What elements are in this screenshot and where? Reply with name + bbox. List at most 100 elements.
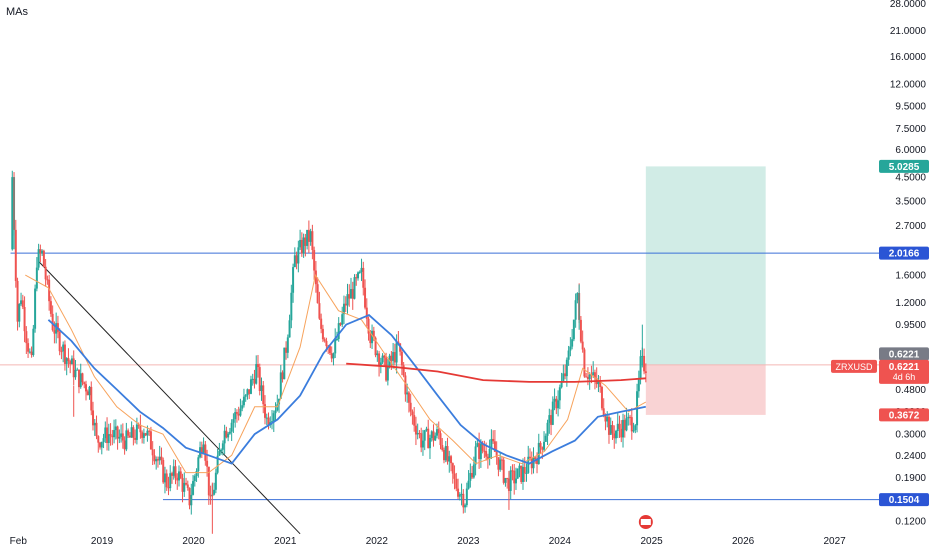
x-tick-label: 2025: [640, 536, 663, 547]
candle-body: [520, 465, 523, 482]
candle-body: [248, 389, 251, 394]
candle-body: [213, 489, 216, 495]
y-tick-label: 4.5000: [895, 172, 926, 183]
candle-body: [114, 426, 117, 431]
candle-body: [132, 427, 135, 438]
candle-body: [599, 381, 602, 387]
candle-body: [18, 304, 21, 322]
candle-body: [471, 472, 474, 478]
candle-body: [65, 358, 68, 364]
candle-body: [397, 341, 400, 344]
candle-body: [616, 423, 619, 432]
candle-body: [106, 427, 109, 443]
candle-body: [630, 417, 633, 432]
y-tick-label: 0.1200: [895, 517, 926, 528]
candle-body: [629, 416, 632, 418]
candle-body: [325, 340, 328, 347]
candle-body: [207, 466, 210, 496]
candle-body: [521, 466, 524, 482]
candle-body: [16, 280, 19, 322]
x-axis: Feb 2019 2020 2021 2022 2023 2024 2025 2026 2027: [10, 536, 846, 547]
candle-body: [227, 433, 230, 438]
candle-body: [339, 323, 342, 325]
candle-body: [457, 488, 460, 497]
candle-body: [234, 412, 237, 420]
y-axis: 28.0000 21.0000 16.0000 12.0000 9.5000 7.5000…: [890, 0, 927, 528]
candle-body: [258, 367, 261, 392]
candle-body: [481, 443, 484, 451]
candle-body: [548, 415, 551, 423]
candle-body: [307, 229, 310, 242]
price-badge-current-countdown: 4d 6h: [893, 372, 916, 382]
candle-body: [518, 465, 521, 469]
candle-body: [88, 386, 91, 396]
candle-body: [197, 457, 200, 472]
x-tick-label: 2019: [91, 536, 114, 547]
candle-body: [37, 249, 40, 268]
candle-body: [141, 432, 144, 438]
candle-body: [42, 250, 45, 267]
candle-body: [639, 356, 642, 379]
candle-body: [84, 384, 87, 392]
candle-body: [137, 424, 140, 426]
candle-body: [20, 300, 23, 305]
candle-body: [537, 442, 540, 464]
candle-body: [427, 428, 430, 449]
candle-body: [202, 444, 205, 453]
candle-body: [246, 389, 249, 396]
candle-body: [142, 433, 145, 438]
candle-body: [462, 493, 465, 508]
candle-body: [295, 255, 298, 264]
candle-body: [271, 421, 274, 423]
y-tick-label: 0.3000: [895, 430, 926, 441]
candle-body: [265, 417, 268, 419]
candle-body: [314, 270, 317, 285]
candle-body: [90, 386, 93, 411]
candle-body: [279, 372, 282, 399]
candle-body: [67, 358, 70, 362]
candle-body: [220, 449, 223, 451]
candle-body: [492, 438, 495, 442]
candle-body: [376, 353, 379, 356]
candle-body: [493, 441, 496, 452]
candle-body: [49, 301, 52, 314]
candle-body: [335, 338, 338, 340]
candle-body: [525, 472, 528, 474]
candle-body: [414, 425, 417, 435]
stop-zone: [645, 364, 766, 415]
candle-body: [606, 416, 609, 422]
candle-body: [529, 456, 532, 459]
candle-body: [48, 279, 51, 302]
candle-body: [558, 387, 561, 401]
y-tick-label: 6.0000: [895, 145, 926, 156]
x-tick-label: 2027: [823, 536, 846, 547]
candle-body: [421, 440, 424, 448]
price-badge-stop: [879, 408, 929, 422]
candle-body: [581, 341, 584, 350]
candle-body: [385, 357, 388, 381]
candle-body: [92, 410, 95, 426]
candle-body: [439, 433, 442, 446]
candle-body: [69, 361, 72, 365]
candle-body: [223, 430, 226, 444]
candle-body: [534, 457, 537, 459]
candle-body: [218, 450, 221, 456]
candle-body: [158, 456, 161, 461]
candle-body: [418, 432, 421, 434]
candle-body: [111, 435, 114, 438]
candle-body: [221, 443, 224, 450]
candle-body: [367, 318, 370, 334]
candle-body: [239, 408, 242, 416]
candle-body: [444, 446, 447, 461]
candle-body: [237, 413, 240, 416]
candle-body: [316, 284, 319, 304]
y-tick-label: 2.7000: [895, 221, 926, 232]
candle-body: [567, 350, 570, 360]
candle-body: [390, 355, 393, 361]
candle-body: [355, 277, 358, 279]
candle-body: [58, 331, 61, 352]
candle-body: [123, 440, 126, 450]
candle-body: [178, 471, 181, 481]
